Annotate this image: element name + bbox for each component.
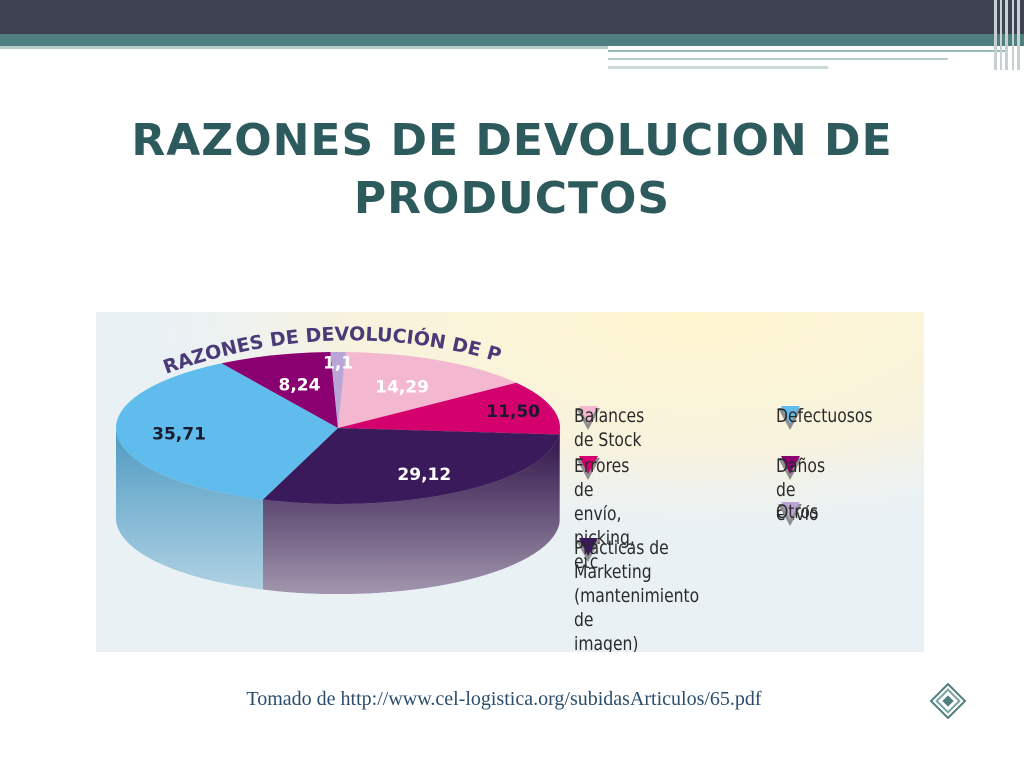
- pie-sides: [115, 428, 560, 594]
- pie-slices: [116, 352, 560, 504]
- right-stripes: [990, 0, 1024, 70]
- pie-slice-3: [116, 363, 338, 500]
- diamond-nav-icon[interactable]: [930, 683, 966, 719]
- legend-item: Defectuosos: [776, 404, 894, 430]
- legend-swatch-icon: [778, 406, 802, 430]
- legend-swatch-icon: [576, 456, 600, 480]
- pie-value-label-5: 1,1: [323, 354, 353, 374]
- pie-chart: RAZONES DE DEVOLUCIÓN DE PRODUCTOS 14,29…: [96, 312, 924, 652]
- title-line-1: RAZONES DE DEVOLUCION DE: [131, 115, 893, 166]
- pie-value-label-1: 11,50: [486, 402, 540, 422]
- slide-title: RAZONES DE DEVOLUCION DE PRODUCTOS: [112, 112, 912, 228]
- legend-swatch-icon: [576, 538, 600, 562]
- legend-swatch-icon: [778, 456, 802, 480]
- legend-item: Otros: [776, 500, 827, 526]
- decor-line: [608, 50, 1008, 52]
- pie-value-label-2: 29,12: [397, 465, 451, 485]
- pie-slice-2: [262, 428, 560, 504]
- teal-band: [0, 34, 1024, 46]
- title-line-2: PRODUCTOS: [353, 173, 671, 224]
- pie-side-shade-3: [115, 428, 263, 590]
- pie-slice-4: [221, 352, 338, 428]
- decor-line: [608, 66, 828, 69]
- legend-label: Balances de Stock: [574, 405, 645, 451]
- pie-side-shade-1: [559, 428, 560, 525]
- pie-value-label-0: 14,29: [375, 377, 429, 397]
- legend-label: Defectuosos: [776, 405, 873, 427]
- top-dark-band: [0, 0, 1024, 34]
- pie-slice-5: [330, 352, 346, 428]
- legend-label: Prácticas de Marketing (mantenimiento de…: [574, 537, 700, 652]
- pie-value-label-4: 8,24: [279, 375, 321, 395]
- pie-slice-0: [338, 352, 517, 428]
- legend-swatch-icon: [778, 502, 802, 526]
- pie-side-shade-2: [262, 434, 560, 594]
- pie-chart-svg: RAZONES DE DEVOLUCIÓN DE PRODUCTOS 14,29…: [96, 312, 924, 652]
- pie-value-labels: 14,29 11,50 29,12 35,71 8,241,1: [152, 354, 540, 485]
- legend-swatch-icon: [576, 406, 600, 430]
- source-citation: Tomado de http://www.cel-logistica.org/s…: [246, 688, 762, 710]
- legend-item: Balances de Stock: [574, 404, 660, 452]
- pie-slice-1: [338, 382, 560, 435]
- pie-value-label-3: 35,71: [152, 425, 206, 445]
- legend-label: Otros: [776, 501, 819, 523]
- decor-line: [608, 58, 948, 60]
- decor-line: [0, 46, 608, 49]
- legend-item: Prácticas de Marketing (mantenimiento de…: [574, 536, 727, 652]
